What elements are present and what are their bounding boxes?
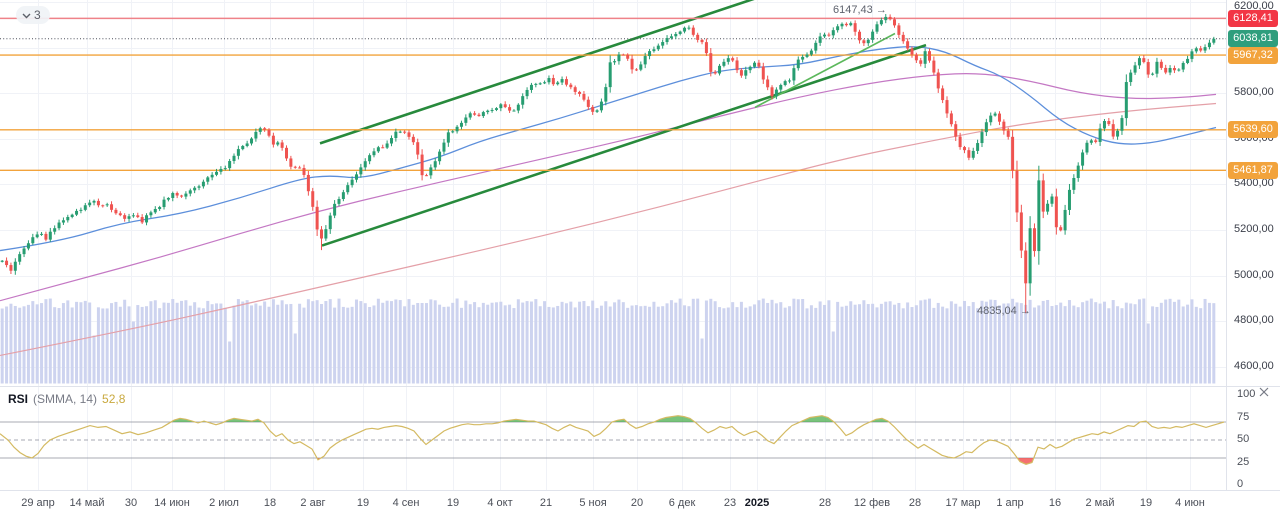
time-axis-tick: 28: [908, 497, 922, 509]
time-axis-tick: 4 сен: [392, 497, 420, 509]
time-axis-tick: 6 дек: [668, 497, 696, 509]
price-scale-label: 6200,00: [1234, 0, 1274, 12]
price-badge[interactable]: 6128,41: [1228, 9, 1278, 27]
time-axis-tick: 18: [263, 497, 277, 509]
rsi-scale-label: 25: [1237, 455, 1250, 468]
price-scale-label: 5400,00: [1234, 177, 1274, 190]
time-axis-tick: 4 июн: [1175, 497, 1205, 509]
time-axis-tick: 1 апр: [996, 497, 1024, 509]
rsi-value: 52,8: [102, 392, 126, 406]
rsi-params: (SMMA, 14): [33, 392, 98, 406]
time-axis-tick: 17 мар: [945, 497, 981, 509]
time-axis-tick: 30: [124, 497, 138, 509]
price-annotation: 4835,04 →: [977, 305, 1031, 317]
chart-canvas[interactable]: [0, 0, 1226, 490]
time-axis-tick: 19: [356, 497, 370, 509]
rsi-close-button[interactable]: [1256, 384, 1272, 400]
time-axis-tick: 5 ноя: [579, 497, 607, 509]
rsi-scale-label: 50: [1237, 433, 1250, 445]
close-icon: [1259, 387, 1269, 397]
time-axis[interactable]: 29 апр 14 май 30 14 июн 2 июл 18 2 авг 19 4 сен 1…: [0, 490, 1280, 516]
price-scale[interactable]: 6200,005800,005600,005400,005200,005000,…: [1226, 0, 1280, 490]
time-axis-tick: 20: [630, 497, 644, 509]
time-axis-tick: 19: [1139, 497, 1153, 509]
time-axis-tick: 14 май: [69, 497, 105, 509]
time-axis-tick: 28: [818, 497, 832, 509]
rsi-scale-label: 100: [1237, 388, 1256, 400]
chevron-down-icon: [22, 13, 31, 18]
price-scale-label: 4600,00: [1234, 359, 1274, 372]
rsi-title: RSI: [8, 392, 29, 406]
price-badge[interactable]: 5639,60: [1228, 121, 1278, 139]
time-axis-tick: 16: [1048, 497, 1062, 509]
time-axis-tick: 19: [446, 497, 460, 509]
time-axis-tick: 4 окт: [487, 497, 513, 509]
price-scale-label: 5000,00: [1234, 268, 1274, 281]
rsi-scale-label: 75: [1237, 410, 1250, 423]
legend-pill-count: 3: [34, 8, 41, 22]
time-axis-tick: 2 июл: [209, 497, 239, 509]
rsi-scale-label: 0: [1237, 478, 1244, 490]
price-scale-label: 4800,00: [1234, 314, 1274, 327]
time-axis-tick: 21: [539, 497, 553, 509]
price-badge[interactable]: 5967,32: [1228, 46, 1278, 64]
legend-collapse-pill[interactable]: 3: [16, 6, 50, 24]
price-badge[interactable]: 5461,87: [1228, 161, 1278, 179]
pane-separator: [0, 386, 1280, 387]
time-axis-tick: 2025: [744, 497, 770, 509]
time-axis-tick: 2 май: [1085, 497, 1115, 509]
time-axis-tick: 29 апр: [21, 497, 55, 509]
time-axis-tick: 23: [723, 497, 737, 509]
price-badge[interactable]: 6038,81: [1228, 30, 1278, 48]
price-annotation: 6147,43 →: [833, 4, 887, 16]
rsi-indicator-legend[interactable]: RSI (SMMA, 14) 52,8: [8, 392, 125, 406]
time-axis-tick: 2 авг: [300, 497, 326, 509]
price-scale-label: 5200,00: [1234, 223, 1274, 236]
time-axis-tick: 14 июн: [154, 497, 190, 509]
price-scale-label: 5800,00: [1234, 86, 1274, 99]
time-axis-tick: 12 фев: [853, 497, 891, 509]
